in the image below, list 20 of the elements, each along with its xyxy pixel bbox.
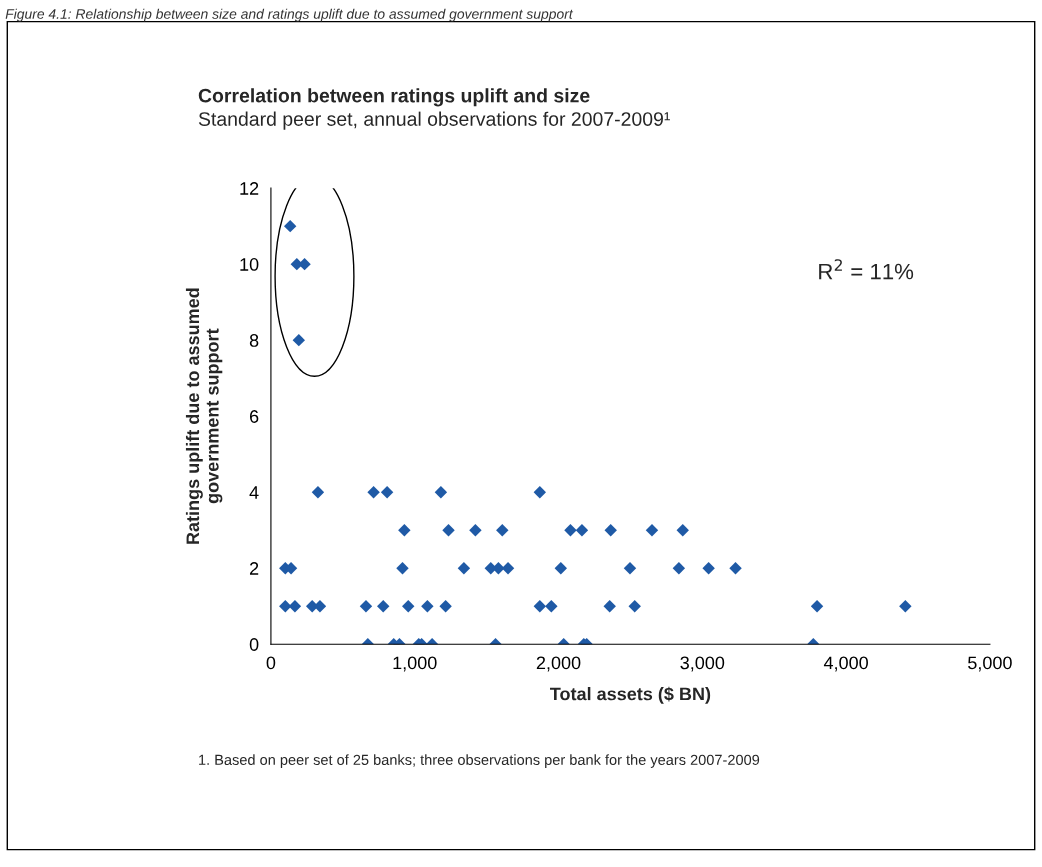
annotation: R$^{2}$ = 11% (819, 259, 914, 280)
x-axis-title: Total assets ($ BN) (550, 686, 711, 704)
y-tick-label: 0 (249, 638, 259, 651)
y-tick-label: 10 (240, 258, 259, 271)
caption: Figure 4.1: Relationship between size and ratings uplift due to assumed government support (5, 8, 574, 22)
chart-subtitle: Standard peer set, annual observations for 2007-2009¹ (198, 111, 670, 130)
y-tick-label: 2 (249, 562, 259, 575)
x-tick-label: 4,000 (823, 656, 868, 672)
x-tick-label: 5,000 (968, 656, 1012, 672)
x-tick-label: 3,000 (680, 656, 725, 672)
chart-title: Correlation between ratings uplift and size (198, 88, 590, 107)
x-tick-label: 1,000 (393, 656, 437, 672)
y-axis-title: Ratings uplift due to assumed government support (185, 288, 223, 544)
y-tick-label: 8 (249, 334, 259, 347)
y-tick-label: 4 (249, 486, 259, 499)
y-tick-label: 12 (240, 182, 259, 195)
y-tick-label: 6 (249, 410, 259, 423)
x-tick-label: 2,000 (536, 656, 581, 672)
text: 1. Based on peer set of 25 banks; three observations per bank for the years 2007-2009 (199, 754, 760, 768)
x-tick-label: 0 (266, 656, 276, 670)
